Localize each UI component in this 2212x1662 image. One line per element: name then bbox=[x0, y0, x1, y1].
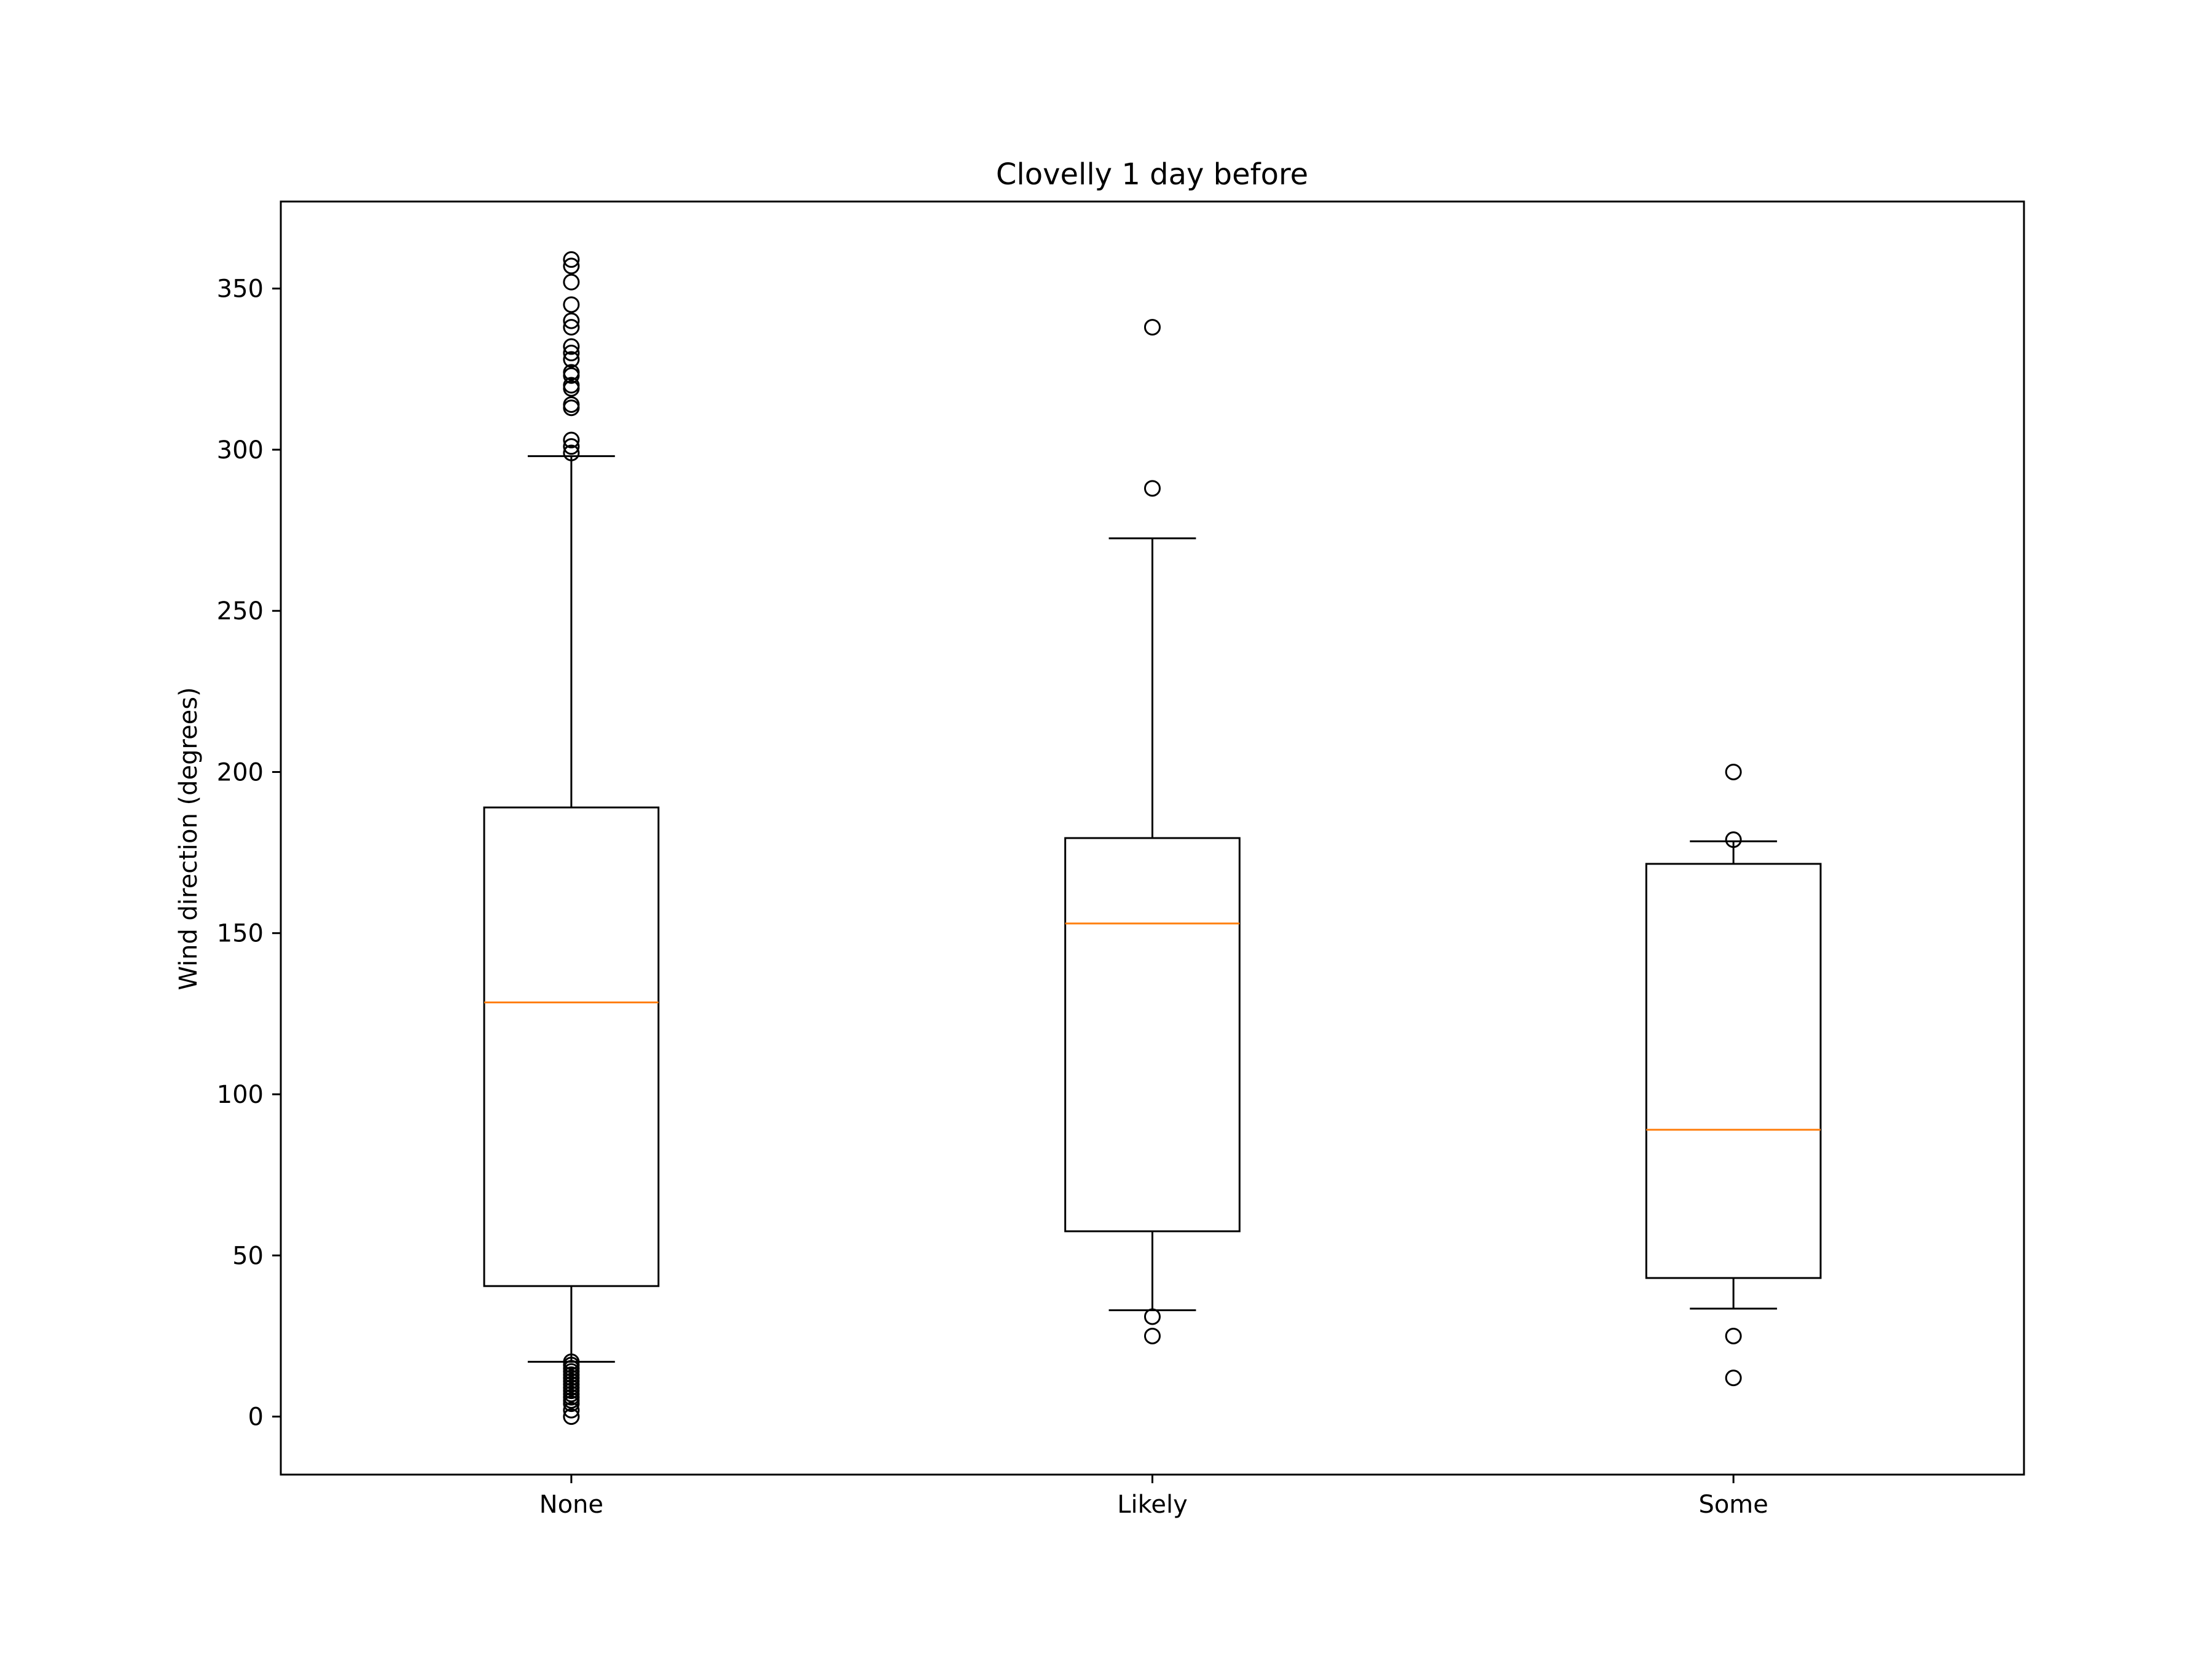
outlier-point bbox=[1144, 1308, 1161, 1325]
outlier-point bbox=[563, 396, 580, 413]
outlier-point bbox=[1144, 480, 1161, 497]
x-tick-label: Likely bbox=[1117, 1491, 1188, 1519]
box-iqr bbox=[1064, 837, 1241, 1233]
y-tick-label: 150 bbox=[217, 920, 264, 948]
outlier-point bbox=[563, 351, 580, 368]
y-axis: 0 50 100 150 200 250 300 350 bbox=[217, 275, 281, 1432]
x-tick-label: None bbox=[539, 1491, 603, 1519]
outlier-point bbox=[563, 345, 580, 362]
outlier-point bbox=[563, 1408, 580, 1425]
y-tick-label: 300 bbox=[217, 436, 264, 464]
outlier-point bbox=[1725, 831, 1742, 849]
box-group-none bbox=[483, 251, 660, 1425]
box-group-likely bbox=[1064, 319, 1241, 1344]
chart-title: Clovelly 1 day before bbox=[996, 157, 1308, 192]
outlier-point bbox=[1144, 319, 1161, 336]
box-group-some bbox=[1645, 763, 1822, 1387]
outlier-point bbox=[1144, 1327, 1161, 1344]
outlier-point bbox=[563, 444, 580, 461]
outlier-point bbox=[563, 251, 580, 268]
outlier-point bbox=[563, 364, 580, 381]
outlier-point bbox=[1725, 1327, 1742, 1344]
outlier-point bbox=[563, 1353, 580, 1370]
y-tick-label: 100 bbox=[217, 1081, 264, 1109]
outlier-point bbox=[563, 296, 580, 313]
outlier-point bbox=[563, 312, 580, 329]
outlier-point bbox=[563, 257, 580, 275]
y-tick-label: 0 bbox=[248, 1403, 264, 1432]
outlier-point bbox=[563, 319, 580, 336]
box-series bbox=[483, 251, 1822, 1425]
outlier-point bbox=[563, 438, 580, 455]
box-iqr bbox=[483, 806, 660, 1287]
outlier-point bbox=[563, 377, 580, 394]
outlier-point bbox=[1725, 1370, 1742, 1387]
y-axis-label: Wind direction (degrees) bbox=[175, 687, 203, 990]
y-tick-label: 50 bbox=[232, 1242, 264, 1270]
outlier-point bbox=[563, 338, 580, 355]
outlier-point bbox=[563, 1401, 580, 1419]
y-tick-label: 200 bbox=[217, 758, 264, 786]
box-iqr bbox=[1645, 863, 1822, 1279]
outlier-point bbox=[563, 431, 580, 449]
outlier-point bbox=[563, 273, 580, 291]
y-tick-label: 250 bbox=[217, 597, 264, 625]
outlier-point bbox=[1725, 763, 1742, 780]
y-tick-label: 350 bbox=[217, 275, 264, 304]
x-tick-label: Some bbox=[1698, 1491, 1768, 1519]
x-axis: None Likely Some bbox=[539, 1475, 1768, 1519]
